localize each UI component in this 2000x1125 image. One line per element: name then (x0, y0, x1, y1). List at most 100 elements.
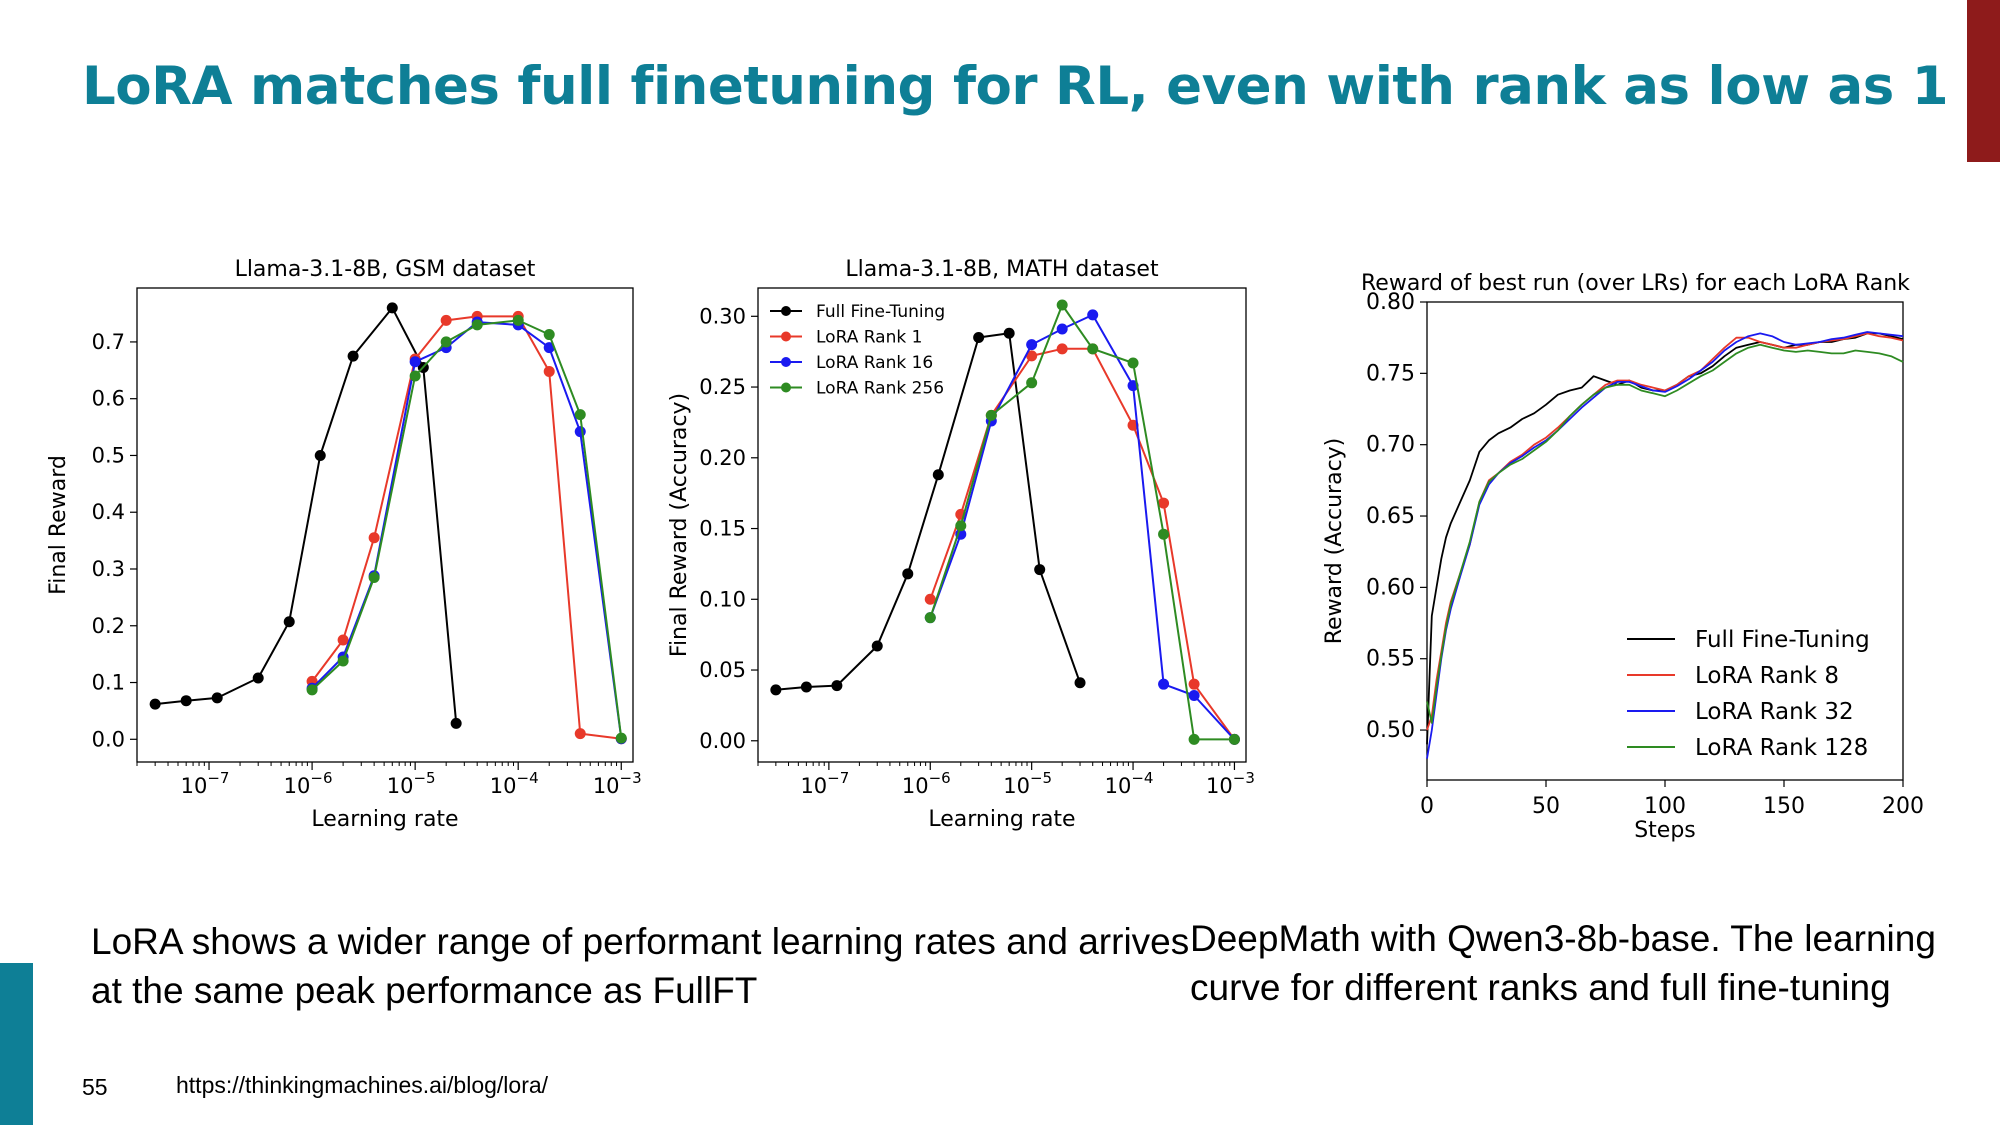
data-point (574, 409, 586, 421)
data-point (574, 426, 586, 438)
data-point (337, 655, 349, 667)
data-point (386, 302, 398, 314)
data-point (543, 342, 555, 354)
series-full-fine-tuning (149, 302, 462, 729)
y-tick-label: 0.70 (1366, 433, 1415, 458)
data-point (1127, 357, 1139, 369)
series-line (929, 347, 1236, 740)
data-point (902, 568, 914, 580)
data-point (409, 356, 421, 368)
x-tick-label: 100 (1644, 794, 1686, 819)
x-axis-label: Learning rate (311, 807, 458, 832)
x-tick-label: 150 (1763, 794, 1805, 819)
data-point (512, 314, 524, 326)
chart-title: Llama-3.1-8B, GSM dataset (235, 257, 536, 282)
data-point (1003, 327, 1015, 339)
caption-right: DeepMath with Qwen3-8b-base. The learnin… (1190, 918, 1936, 1008)
plot-frame (757, 287, 1247, 763)
data-point (409, 370, 421, 382)
data-point (450, 717, 462, 729)
data-point (1188, 733, 1200, 745)
data-point (615, 732, 627, 744)
data-point (180, 695, 192, 707)
y-tick-label: 0.15 (699, 517, 746, 541)
y-tick-label: 0.7 (92, 330, 125, 354)
data-point (800, 681, 812, 693)
y-tick-label: 0.00 (699, 729, 746, 753)
series-line (775, 332, 1081, 691)
legend-marker (781, 306, 791, 316)
series-line (929, 313, 1236, 741)
data-point (149, 698, 161, 710)
data-point (1026, 350, 1038, 362)
series-line (154, 306, 458, 724)
x-tick-label: 10−6 (902, 769, 951, 798)
legend-marker (781, 382, 791, 393)
chart-3: Reward of best run (over LRs) for each L… (1322, 271, 1924, 843)
x-tick-label: 10−5 (1003, 769, 1052, 798)
data-point (871, 640, 883, 652)
x-tick-label: 10−3 (593, 769, 642, 798)
series-line (311, 315, 622, 740)
y-tick-label: 0.3 (92, 557, 125, 581)
legend-label: LoRA Rank 256 (816, 379, 944, 399)
x-axis-label: Learning rate (928, 807, 1075, 832)
data-point (770, 684, 782, 696)
y-tick-label: 0.6 (92, 387, 125, 411)
series-line (929, 304, 1235, 741)
x-tick-label: 200 (1882, 794, 1924, 819)
data-point (1074, 677, 1086, 689)
data-point (314, 449, 326, 461)
x-axis-label: Steps (1634, 818, 1696, 843)
y-tick-label: 0.50 (1366, 718, 1415, 743)
series-lora-rank-256 (306, 314, 627, 744)
legend-label: Full Fine-Tuning (1695, 627, 1870, 653)
data-point (543, 329, 555, 341)
data-point (440, 336, 452, 348)
y-axis-label: Final Reward (46, 455, 71, 595)
data-point (831, 680, 843, 692)
legend-label: LoRA Rank 8 (1695, 663, 1839, 689)
plot-frame (136, 287, 634, 763)
data-point (337, 634, 349, 646)
x-tick-label: 10−7 (181, 769, 230, 798)
legend-label: LoRA Rank 128 (1695, 735, 1868, 761)
data-point (574, 728, 586, 740)
chart-title: Reward of best run (over LRs) for each L… (1361, 271, 1910, 296)
x-tick-label: 10−6 (284, 769, 333, 798)
data-point (543, 365, 555, 377)
data-point (1026, 377, 1038, 389)
data-point (973, 332, 985, 344)
data-point (924, 612, 936, 624)
series-lora-rank-16 (306, 316, 627, 745)
data-point (368, 532, 380, 544)
chart-2: Llama-3.1-8B, MATH dataset 0.00 0.05 0.10 0.… (667, 257, 1255, 832)
data-point (1188, 689, 1200, 701)
data-point (1056, 323, 1068, 335)
series-lora-rank-1 (306, 310, 627, 745)
series-full-fine-tuning (770, 327, 1086, 696)
y-axis-label: Final Reward (Accuracy) (667, 393, 692, 657)
data-point (471, 319, 483, 331)
source-link[interactable]: https://thinkingmachines.ai/blog/lora/ (176, 1072, 549, 1098)
data-point (1127, 419, 1139, 431)
data-point (1228, 733, 1240, 745)
y-tick-label: 0.1 (92, 671, 125, 695)
data-point (1056, 343, 1068, 355)
data-point (955, 520, 967, 532)
data-point (1158, 497, 1170, 509)
x-tick-label: 10−4 (490, 769, 539, 798)
y-tick-label: 0.2 (92, 614, 125, 638)
bottom-left-accent-bar (0, 963, 33, 1125)
data-point (1087, 309, 1099, 321)
legend: Full Fine-Tuning LoRA Rank 8 LoRA Rank 32 L… (1627, 627, 1870, 761)
y-tick-label: 0.30 (699, 304, 746, 328)
y-axis-label: Reward (Accuracy) (1322, 438, 1347, 645)
x-tick-label: 10−3 (1206, 769, 1255, 798)
data-point (252, 672, 264, 684)
legend-marker (781, 357, 791, 367)
x-tick-label: 0 (1420, 794, 1434, 819)
data-point (932, 469, 944, 481)
y-tick-label: 0.05 (699, 658, 746, 682)
